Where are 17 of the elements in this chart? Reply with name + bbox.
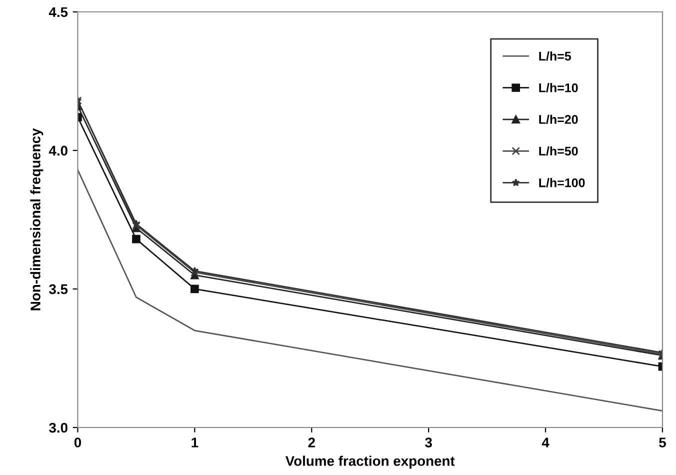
x-tick-label: 2 (308, 438, 315, 448)
x-tick-label: 4 (542, 438, 550, 448)
y-axis-title: Non-dimensional frequency (30, 128, 44, 310)
x-tick-label: 1 (192, 438, 198, 448)
legend-label: L/h=10 (539, 83, 578, 92)
y-tick-label: 3.0 (49, 422, 68, 433)
x-tick-label: 3 (425, 438, 432, 448)
y-tick-label: 3.5 (49, 284, 68, 294)
y-tick-label: 4.0 (48, 146, 68, 156)
legend-label: L/h=100 (539, 178, 585, 188)
y-tick-label: 4.5 (48, 7, 68, 18)
legend-label: L/h=20 (539, 114, 578, 124)
x-axis-title: Volume fraction exponent (285, 456, 455, 469)
legend-label: L/h=5 (539, 51, 572, 61)
x-tick-label: 5 (659, 438, 666, 448)
legend-label: L/h=50 (539, 146, 578, 156)
x-tick-label: 0 (74, 438, 82, 448)
